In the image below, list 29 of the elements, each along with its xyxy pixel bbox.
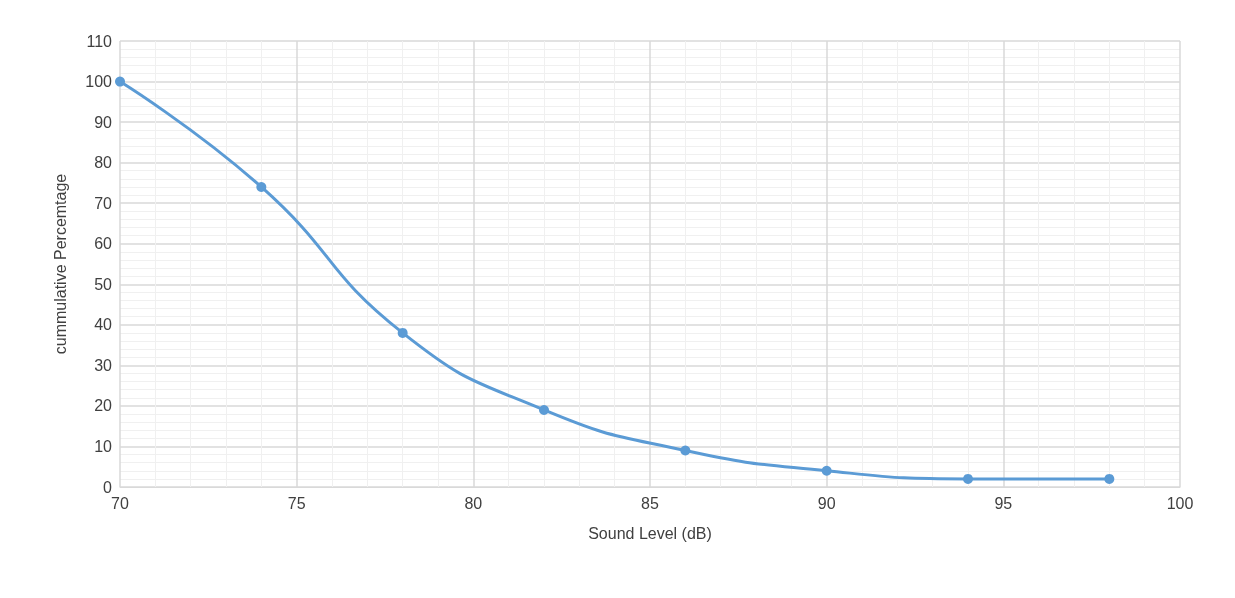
x-tick-label: 100 — [1166, 494, 1194, 512]
x-tick-label: 70 — [111, 494, 129, 512]
y-tick-label: 80 — [94, 154, 113, 172]
x-tick-label: 80 — [464, 494, 483, 512]
y-tick-label: 100 — [85, 73, 113, 91]
point — [539, 404, 549, 415]
x-axis-title: Sound Level (dB) — [588, 524, 712, 542]
y-tick-label: 50 — [94, 275, 113, 293]
point — [680, 445, 691, 456]
y-tick-label: 60 — [94, 235, 113, 253]
point — [963, 473, 973, 484]
x-tick-label: 90 — [817, 494, 836, 512]
point — [397, 327, 408, 338]
point — [1104, 473, 1115, 484]
y-axis-title: cummulative Percemtage — [51, 173, 69, 355]
y-tick-label: 40 — [94, 316, 113, 334]
point — [115, 76, 125, 87]
y-tick-label: 90 — [94, 113, 113, 131]
x-tick-label: 85 — [641, 494, 659, 512]
y-tick-label: 0 — [103, 478, 113, 496]
x-tick-label: 75 — [287, 494, 306, 512]
point — [256, 181, 267, 192]
point — [821, 465, 832, 476]
y-tick-label: 110 — [86, 32, 113, 50]
y-tick-label: 30 — [94, 356, 113, 374]
y-tick-label: 20 — [94, 397, 113, 415]
x-tick-label: 95 — [994, 494, 1013, 512]
y-tick-label: 10 — [94, 437, 113, 455]
y-tick-label: 70 — [94, 194, 113, 212]
